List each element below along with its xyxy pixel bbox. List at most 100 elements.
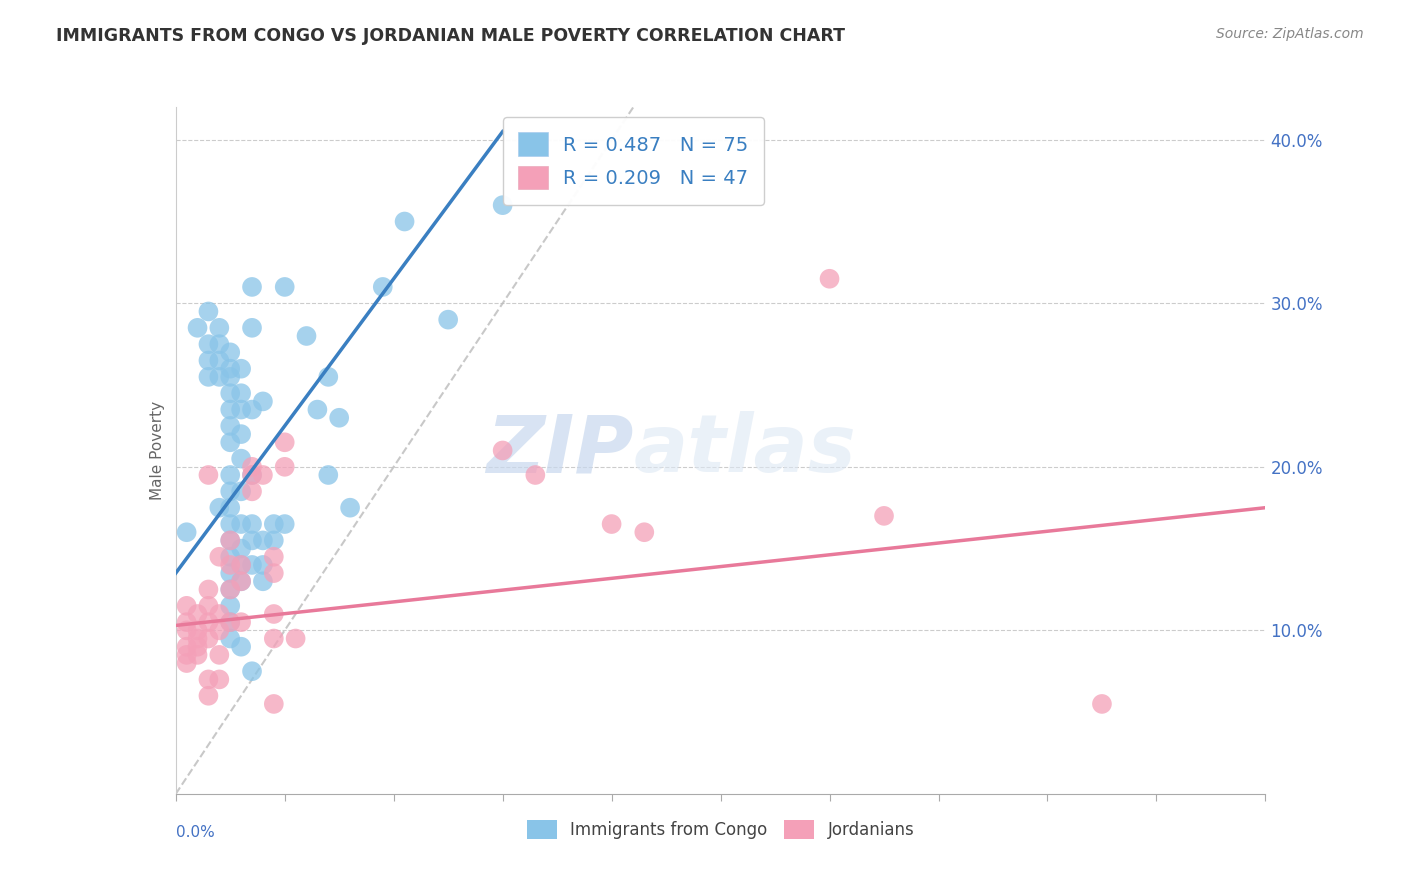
Point <box>240 467 263 482</box>
Point <box>252 533 274 548</box>
Text: Source: ZipAtlas.com: Source: ZipAtlas.com <box>1216 27 1364 41</box>
Point <box>186 607 209 621</box>
Point <box>231 361 253 376</box>
Text: atlas: atlas <box>633 411 856 490</box>
Point <box>240 459 263 474</box>
Point <box>219 566 242 580</box>
Point <box>240 402 263 417</box>
Point <box>219 435 242 450</box>
Point <box>240 558 263 572</box>
Point <box>219 582 242 597</box>
Point <box>186 632 209 646</box>
Legend: Immigrants from Congo, Jordanians: Immigrants from Congo, Jordanians <box>519 812 922 847</box>
Point <box>197 337 219 351</box>
Point <box>252 394 274 409</box>
Point <box>633 525 655 540</box>
Point <box>318 467 340 482</box>
Point <box>231 516 253 531</box>
Text: IMMIGRANTS FROM CONGO VS JORDANIAN MALE POVERTY CORRELATION CHART: IMMIGRANTS FROM CONGO VS JORDANIAN MALE … <box>56 27 845 45</box>
Point <box>231 640 253 654</box>
Point <box>524 467 547 482</box>
Point <box>219 516 242 531</box>
Point <box>197 632 219 646</box>
Point <box>307 402 329 417</box>
Point <box>197 582 219 597</box>
Point <box>219 345 242 359</box>
Point <box>197 353 219 368</box>
Point <box>197 615 219 630</box>
Point <box>240 664 263 679</box>
Point <box>231 386 253 401</box>
Point <box>263 566 285 580</box>
Point <box>176 615 198 630</box>
Point <box>219 615 242 630</box>
Point <box>492 198 515 212</box>
Point <box>219 484 242 499</box>
Point <box>208 549 231 564</box>
Point <box>219 467 242 482</box>
Point <box>176 656 198 670</box>
Point <box>197 369 219 384</box>
Point <box>231 541 253 556</box>
Point <box>219 599 242 613</box>
Point <box>492 443 515 458</box>
Point <box>208 648 231 662</box>
Point <box>437 312 460 326</box>
Point <box>208 353 231 368</box>
Point <box>219 615 242 630</box>
Point <box>231 574 253 589</box>
Point <box>231 558 253 572</box>
Point <box>231 451 253 466</box>
Point <box>274 435 297 450</box>
Point <box>252 558 274 572</box>
Point <box>274 280 297 294</box>
Point <box>274 459 297 474</box>
Point <box>328 410 350 425</box>
Point <box>231 484 253 499</box>
Point <box>197 467 219 482</box>
Point <box>295 329 318 343</box>
Point <box>208 369 231 384</box>
Point <box>219 582 242 597</box>
Point <box>231 574 253 589</box>
Point <box>197 673 219 687</box>
Point <box>197 689 219 703</box>
Point <box>219 558 242 572</box>
Point <box>263 607 285 621</box>
Point <box>240 280 263 294</box>
Point <box>186 321 209 335</box>
Point <box>231 402 253 417</box>
Point <box>231 558 253 572</box>
Point <box>394 214 416 228</box>
Point <box>240 467 263 482</box>
Y-axis label: Male Poverty: Male Poverty <box>149 401 165 500</box>
Point <box>1091 697 1114 711</box>
Text: ZIP: ZIP <box>486 411 633 490</box>
Point <box>186 648 209 662</box>
Point <box>219 369 242 384</box>
Point <box>240 533 263 548</box>
Point <box>231 615 253 630</box>
Point <box>176 648 198 662</box>
Point <box>274 516 297 531</box>
Point <box>219 533 242 548</box>
Point <box>284 632 307 646</box>
Point <box>219 386 242 401</box>
Point <box>186 624 209 638</box>
Point <box>219 500 242 515</box>
Point <box>240 516 263 531</box>
Point <box>371 280 394 294</box>
Point <box>208 624 231 638</box>
Point <box>873 508 896 523</box>
Point <box>219 549 242 564</box>
Point <box>208 607 231 621</box>
Point <box>263 533 285 548</box>
Point <box>176 624 198 638</box>
Point <box>208 500 231 515</box>
Point <box>219 632 242 646</box>
Point <box>219 402 242 417</box>
Point <box>263 549 285 564</box>
Point <box>176 525 198 540</box>
Point <box>219 418 242 433</box>
Point <box>208 321 231 335</box>
